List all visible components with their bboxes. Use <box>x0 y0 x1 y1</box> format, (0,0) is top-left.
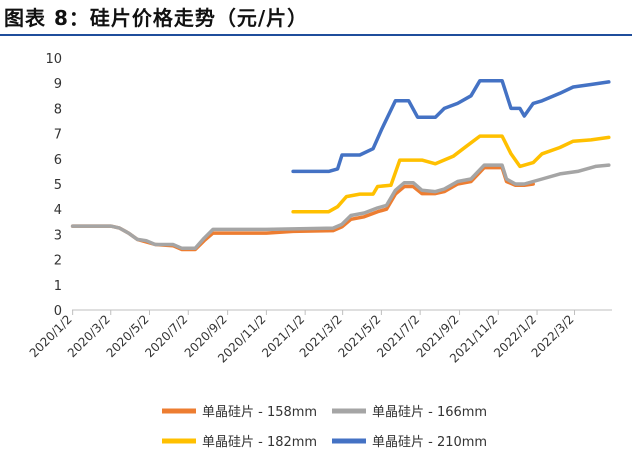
legend-label: 单晶硅片 - 182mm <box>202 435 317 450</box>
legend-label: 单晶硅片 - 166mm <box>372 405 487 420</box>
title-divider <box>0 34 632 36</box>
series-line <box>291 134 611 214</box>
y-tick-label: 7 <box>54 128 62 143</box>
series-line <box>70 163 611 251</box>
series-line <box>291 78 611 174</box>
chart-title: 图表 8：硅片价格走势（元/片） <box>4 6 309 30</box>
y-tick-label: 5 <box>54 178 62 193</box>
y-tick-label: 1 <box>54 279 62 294</box>
legend-label: 单晶硅片 - 210mm <box>372 435 487 450</box>
y-tick-label: 0 <box>54 304 62 319</box>
y-tick-label: 4 <box>54 203 62 218</box>
y-tick-label: 6 <box>54 153 62 168</box>
y-tick-label: 3 <box>54 228 62 243</box>
y-tick-label: 10 <box>45 52 62 67</box>
y-tick-label: 2 <box>54 254 62 269</box>
legend-label: 单晶硅片 - 158mm <box>202 405 317 420</box>
y-tick-label: 8 <box>54 102 62 117</box>
y-tick-label: 9 <box>54 77 62 92</box>
